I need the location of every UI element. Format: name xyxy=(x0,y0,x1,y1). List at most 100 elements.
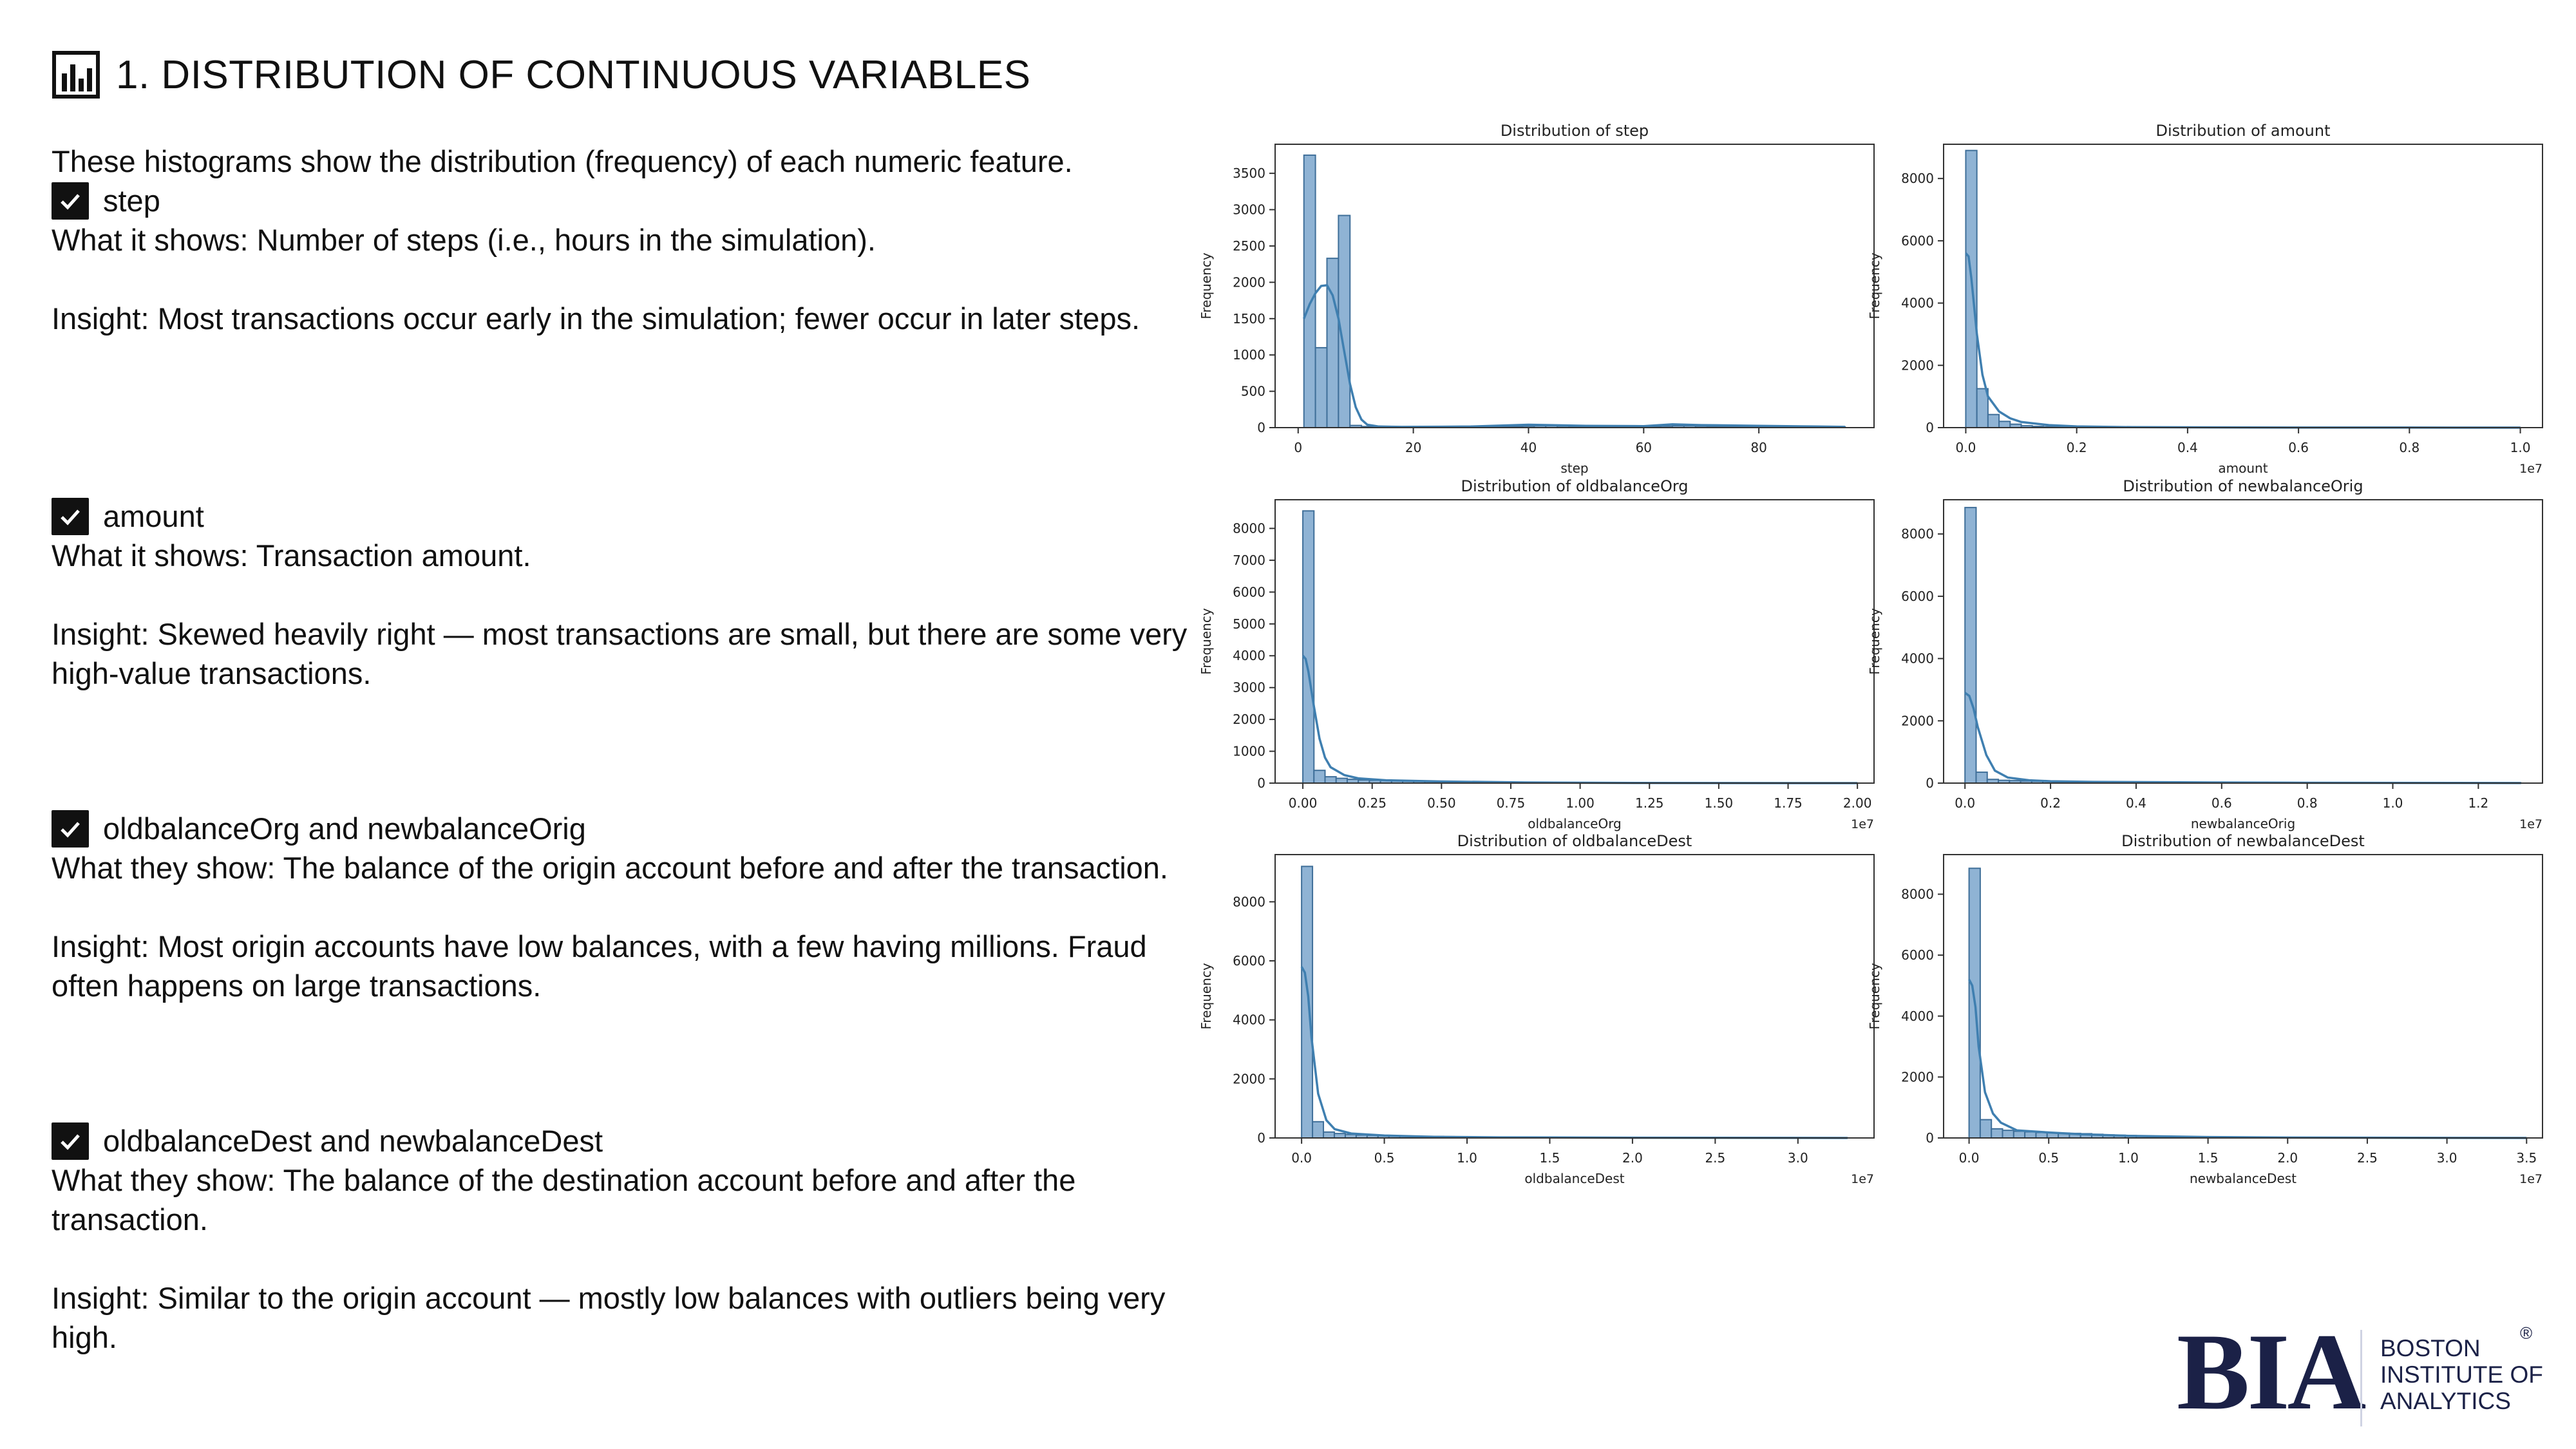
histogram-bar xyxy=(1338,214,1351,428)
section-heading: oldbalanceOrg and newbalanceOrig xyxy=(52,809,1198,848)
x-tick-label: 20 xyxy=(1405,440,1421,455)
y-tick-label: 0 xyxy=(1257,775,1265,791)
bars xyxy=(1303,154,1846,429)
logo-name-line-2: INSTITUTE OF xyxy=(2380,1361,2543,1388)
y-tick-label: 1500 xyxy=(1233,311,1265,327)
y-tick-label: 3000 xyxy=(1233,680,1265,696)
y-tick-label: 4000 xyxy=(1233,648,1265,663)
insight-text: Insight: Skewed heavily right — most tra… xyxy=(52,617,1188,690)
text-column: These histograms show the distribution (… xyxy=(52,142,1198,1354)
x-tick-label: 0.5 xyxy=(1374,1150,1395,1166)
kde-line xyxy=(1302,655,1858,784)
histogram-bar xyxy=(1333,1133,1346,1139)
histogram-bar xyxy=(1323,1131,1335,1139)
y-tick-label: 6000 xyxy=(1901,589,1934,604)
x-tick-label: 0.5 xyxy=(2038,1150,2059,1166)
section-heading: oldbalanceDest and newbalanceDest xyxy=(52,1121,1198,1160)
y-tick-label: 0 xyxy=(1926,1130,1934,1146)
kde-line xyxy=(1303,284,1846,428)
y-tick-label: 6000 xyxy=(1233,584,1265,600)
x-tick-label: 1.50 xyxy=(1705,795,1734,811)
y-axis-label: Frequency xyxy=(1867,608,1882,674)
y-tick-label: 0 xyxy=(1257,1130,1265,1146)
histogram-svg: 0 20 40 60 80 0 500 1000 1500 2000 2500 3000 3500 Dis… xyxy=(1198,122,1875,476)
histogram-1: 0 20 40 60 80 0 500 1000 1500 2000 2500 3000 3500 Dis… xyxy=(1198,99,1887,498)
y-tick-label: 0 xyxy=(1926,420,1934,435)
x-tick-label: 0.6 xyxy=(2288,440,2309,455)
histogram-bar xyxy=(1964,507,1977,784)
x-tick-label: 0.4 xyxy=(2177,440,2198,455)
x-tick-label: 0.50 xyxy=(1427,795,1456,811)
x-tick-label: 80 xyxy=(1750,440,1766,455)
x-tick-label: 0.8 xyxy=(2399,440,2420,455)
histogram-bar xyxy=(2002,1130,2014,1139)
x-tick-label: 2.0 xyxy=(2277,1150,2298,1166)
x-tick-label: 1.0 xyxy=(2510,440,2531,455)
histogram-5: 0.0 0.5 1.0 1.5 2.0 2.5 3.0 0 2000 4000 6000 8000 Di… xyxy=(1198,810,1887,1209)
histogram-bar xyxy=(1991,1128,2003,1139)
x-tick-label: 3.0 xyxy=(1788,1150,1808,1166)
histogram-bar xyxy=(1301,866,1314,1139)
x-tick-label: 1.0 xyxy=(2383,795,2403,811)
bars xyxy=(1301,866,1848,1139)
insight-text: Insight: Most transactions occur early i… xyxy=(52,301,1141,336)
section-heading-text: oldbalanceOrg and newbalanceOrig xyxy=(103,811,586,846)
x-axis-label: newbalanceDest xyxy=(2190,1171,2297,1186)
x-tick-label: 0.00 xyxy=(1289,795,1318,811)
kde-line xyxy=(1968,979,2527,1139)
axes-frame xyxy=(1943,499,2543,784)
axes-frame xyxy=(1943,144,2543,428)
x-tick-label: 2.00 xyxy=(1843,795,1872,811)
logo-name: BOSTON INSTITUTE OF ANALYTICS xyxy=(2380,1335,2543,1414)
y-tick-label: 2000 xyxy=(1233,274,1265,290)
histogram-svg: 0.00 0.25 0.50 0.75 1.00 1.25 1.50 1.75 2.00 0 100… xyxy=(1198,477,1875,831)
y-axis-label: Frequency xyxy=(1198,252,1214,319)
histogram-svg: 0.0 0.2 0.4 0.6 0.8 1.0 0 2000 4000 6000 8000 Distr… xyxy=(1867,122,2543,476)
kde-line xyxy=(1300,966,1848,1139)
slide-header: 1. DISTRIBUTION OF CONTINUOUS VARIABLES xyxy=(52,50,1030,99)
x-tick-label: 0.0 xyxy=(1291,1150,1312,1166)
axis-offset-text: 1e7 xyxy=(1851,1172,1874,1186)
y-tick-label: 4000 xyxy=(1901,296,1934,311)
x-tick-label: 0 xyxy=(1294,440,1302,455)
axes-frame xyxy=(1274,854,1875,1139)
x-tick-label: 0.0 xyxy=(1956,440,1976,455)
x-tick-label: 1.00 xyxy=(1566,795,1595,811)
y-tick-label: 8000 xyxy=(1901,526,1934,542)
insight-text: Insight: Most origin accounts have low b… xyxy=(52,929,1147,1003)
x-tick-label: 3.0 xyxy=(2437,1150,2458,1166)
section-4: oldbalanceDest and newbalanceDest What th… xyxy=(52,1121,1198,1357)
histogram-bar xyxy=(1998,421,2011,429)
histogram-bar xyxy=(1303,154,1316,429)
section-heading-text: amount xyxy=(103,499,204,533)
checkbox-checked-icon xyxy=(52,497,89,535)
histogram-bar xyxy=(1312,1121,1325,1139)
chart-title: Distribution of newbalanceDest xyxy=(2121,832,2365,850)
logo-mark: BIA xyxy=(2177,1311,2366,1432)
histogram-svg: 0.0 0.2 0.4 0.6 0.8 1.0 1.2 0 2000 4000 6000 8000 Di… xyxy=(1867,477,2543,831)
y-tick-label: 5000 xyxy=(1233,616,1265,632)
y-tick-label: 2500 xyxy=(1233,238,1265,254)
chart-title: Distribution of oldbalanceDest xyxy=(1457,832,1692,850)
x-tick-label: 0.0 xyxy=(1959,1150,1980,1166)
x-tick-label: 1.25 xyxy=(1635,795,1664,811)
bars xyxy=(1302,510,1859,784)
histogram-bar xyxy=(1314,346,1328,428)
axis-offset-text: 1e7 xyxy=(2519,817,2543,831)
x-tick-label: 1.75 xyxy=(1774,795,1803,811)
what-it-shows-text: What it shows: Number of steps (i.e., ho… xyxy=(52,223,876,257)
x-tick-label: 3.5 xyxy=(2516,1150,2537,1166)
what-it-shows-text: What they show: The balance of the origi… xyxy=(52,851,1168,885)
x-tick-label: 2.5 xyxy=(1705,1150,1725,1166)
y-tick-label: 1000 xyxy=(1233,347,1265,363)
axes-frame xyxy=(1274,144,1875,428)
section-heading-text: oldbalanceDest and newbalanceDest xyxy=(103,1124,603,1158)
y-tick-label: 4000 xyxy=(1233,1012,1265,1028)
spacer xyxy=(52,260,1198,299)
page-title: 1. DISTRIBUTION OF CONTINUOUS VARIABLES xyxy=(116,52,1031,97)
y-tick-label: 8000 xyxy=(1233,520,1265,536)
x-tick-label: 40 xyxy=(1520,440,1537,455)
axis-offset-text: 1e7 xyxy=(1851,817,1874,831)
y-tick-label: 8000 xyxy=(1901,171,1934,186)
bars xyxy=(1964,507,2522,784)
